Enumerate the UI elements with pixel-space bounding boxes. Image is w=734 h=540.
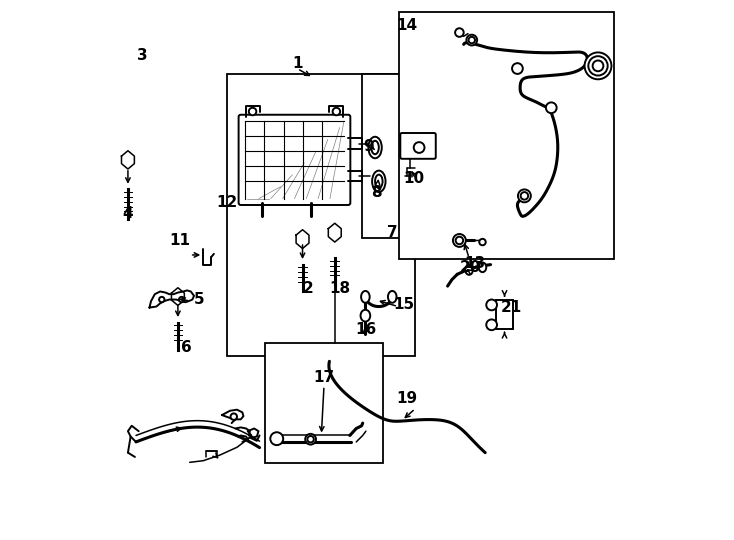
FancyBboxPatch shape	[400, 133, 436, 159]
Text: 8: 8	[371, 185, 382, 200]
Circle shape	[308, 436, 314, 442]
Bar	[228, 74, 415, 356]
Text: 10: 10	[404, 171, 425, 186]
Circle shape	[159, 297, 164, 302]
Text: 20: 20	[460, 260, 482, 275]
Bar	[399, 12, 614, 259]
Ellipse shape	[479, 262, 486, 272]
Text: 6: 6	[181, 340, 192, 355]
Circle shape	[456, 237, 463, 244]
Text: 19: 19	[397, 392, 418, 407]
Circle shape	[270, 432, 283, 445]
Circle shape	[333, 108, 340, 115]
Text: 9: 9	[363, 139, 374, 154]
Circle shape	[230, 414, 237, 420]
Circle shape	[453, 234, 466, 247]
Circle shape	[486, 320, 497, 330]
Text: 7: 7	[388, 225, 398, 240]
Text: 13: 13	[464, 256, 485, 271]
Text: 18: 18	[330, 281, 351, 296]
Text: 11: 11	[170, 233, 191, 248]
Circle shape	[305, 434, 316, 444]
Circle shape	[592, 60, 603, 71]
Text: 14: 14	[397, 18, 418, 33]
Ellipse shape	[372, 171, 385, 192]
Ellipse shape	[371, 141, 379, 154]
Text: 1: 1	[292, 56, 302, 71]
Bar	[496, 300, 513, 329]
Circle shape	[466, 35, 477, 45]
Circle shape	[546, 103, 556, 113]
Circle shape	[584, 52, 611, 79]
Text: 2: 2	[302, 281, 313, 296]
Text: 15: 15	[393, 298, 414, 313]
Bar	[265, 342, 383, 463]
Ellipse shape	[388, 291, 396, 303]
Circle shape	[479, 239, 486, 245]
Circle shape	[589, 56, 608, 76]
Text: 21: 21	[501, 300, 522, 315]
Circle shape	[512, 63, 523, 74]
Ellipse shape	[361, 291, 370, 303]
Text: 17: 17	[313, 370, 335, 385]
Ellipse shape	[360, 310, 370, 322]
Circle shape	[468, 37, 475, 43]
Ellipse shape	[375, 174, 382, 188]
Circle shape	[249, 108, 256, 115]
Text: 3: 3	[137, 48, 148, 63]
FancyBboxPatch shape	[239, 114, 350, 205]
Circle shape	[414, 142, 424, 153]
Text: 4: 4	[123, 206, 134, 221]
Circle shape	[518, 190, 531, 202]
Circle shape	[179, 297, 184, 302]
Ellipse shape	[368, 137, 382, 158]
Text: 16: 16	[355, 322, 377, 336]
Circle shape	[486, 300, 497, 310]
Text: 12: 12	[217, 195, 238, 211]
Circle shape	[455, 28, 464, 37]
Text: 5: 5	[194, 292, 205, 307]
Circle shape	[520, 192, 528, 200]
Bar	[362, 74, 453, 238]
Ellipse shape	[465, 265, 473, 275]
